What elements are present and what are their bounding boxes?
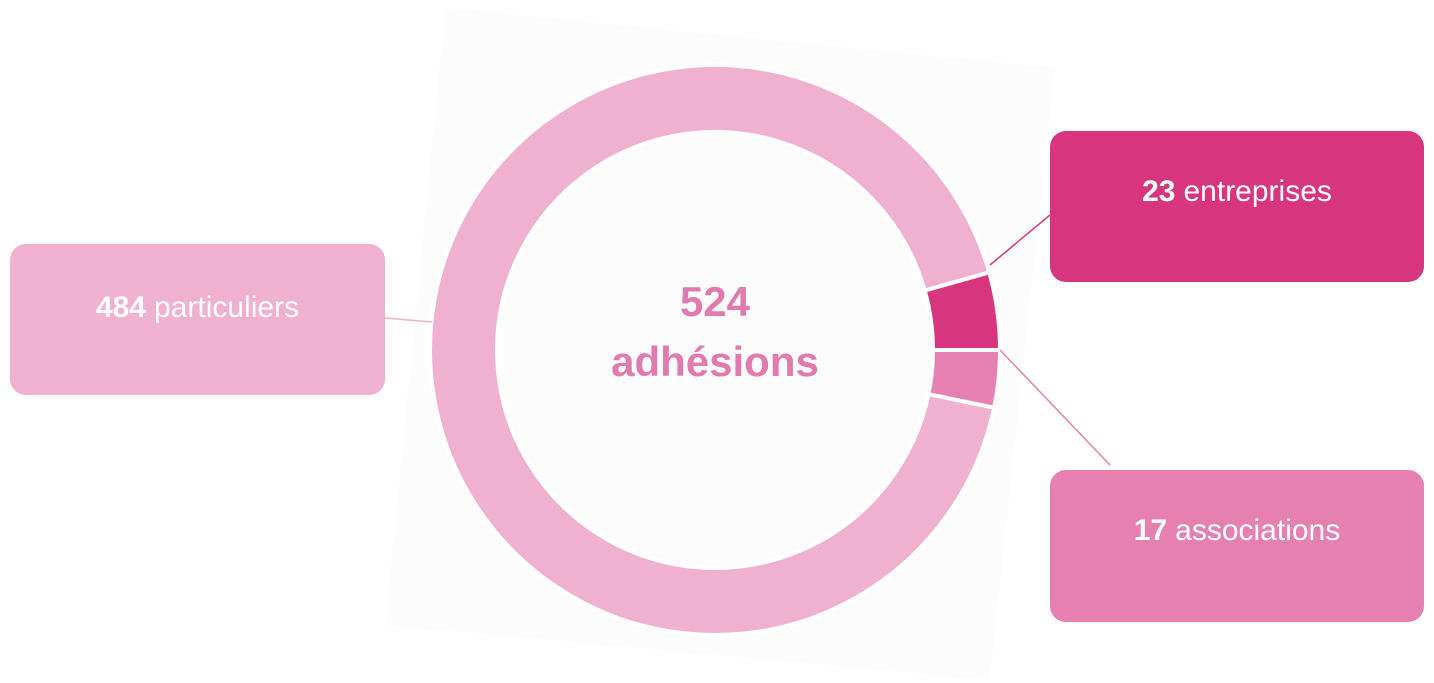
connector bbox=[999, 349, 1111, 466]
label-value: 23 bbox=[1142, 175, 1175, 208]
donut-slice bbox=[926, 348, 1003, 411]
label-box bbox=[10, 244, 385, 395]
total-value: 524 bbox=[680, 278, 751, 325]
label-category: entreprises bbox=[1183, 175, 1331, 208]
donut-slice bbox=[428, 63, 997, 637]
label-category: particuliers bbox=[154, 291, 299, 324]
label-value: 17 bbox=[1134, 514, 1167, 547]
connector bbox=[384, 317, 433, 323]
label: 23 entreprises bbox=[1142, 175, 1332, 208]
label-box bbox=[1050, 470, 1424, 622]
labels: 484 particuliers 23 entreprises 17 associatio… bbox=[10, 131, 1424, 622]
label-box bbox=[1050, 131, 1424, 282]
label: 484 particuliers bbox=[96, 291, 299, 324]
total-label: adhésions bbox=[611, 338, 819, 385]
donut bbox=[428, 63, 1003, 637]
label-value: 484 bbox=[96, 291, 146, 324]
connector bbox=[989, 214, 1051, 266]
label-category: associations bbox=[1175, 514, 1340, 547]
label: 17 associations bbox=[1134, 514, 1340, 547]
